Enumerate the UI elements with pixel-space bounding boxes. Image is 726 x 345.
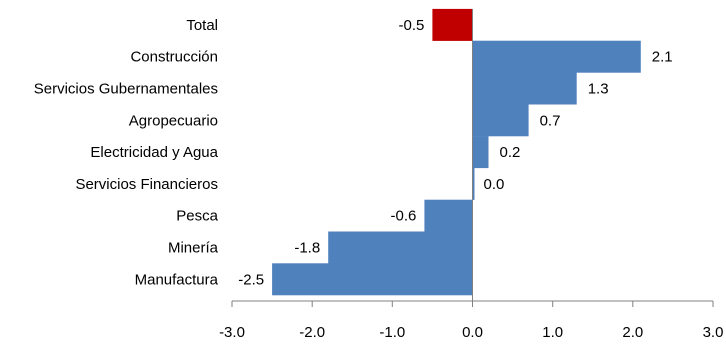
bar (472, 40, 641, 73)
category-label: Construcción (130, 49, 218, 66)
value-label: 0.7 (540, 112, 561, 129)
bar (472, 104, 529, 137)
value-label: -2.5 (238, 271, 264, 288)
bar (328, 231, 473, 264)
bar (472, 136, 489, 169)
bar (272, 263, 473, 296)
category-label: Servicios Financieros (75, 176, 218, 193)
bar (424, 199, 473, 232)
value-label: 0.2 (500, 144, 521, 161)
bar (472, 167, 475, 200)
category-label: Servicios Gubernamentales (34, 81, 218, 98)
category-label: Electricidad y Agua (90, 144, 218, 161)
category-label: Minería (168, 240, 219, 257)
value-label: 2.1 (652, 49, 673, 66)
value-label: 0.0 (484, 176, 505, 193)
category-label: Pesca (176, 208, 218, 225)
value-label: -0.6 (391, 208, 417, 225)
x-tick-label: -3.0 (219, 324, 245, 341)
x-tick-label: -1.0 (379, 324, 405, 341)
value-label: 1.3 (588, 81, 609, 98)
category-label: Total (186, 17, 218, 34)
category-label: Manufactura (135, 271, 219, 288)
bar (472, 72, 577, 105)
x-tick-label: 2.0 (622, 324, 643, 341)
value-label: -1.8 (294, 240, 320, 257)
category-label: Agropecuario (129, 112, 218, 129)
bar (432, 8, 473, 41)
x-tick-label: 0.0 (462, 324, 483, 341)
value-label: -0.5 (399, 17, 425, 34)
x-tick-label: 3.0 (703, 324, 724, 341)
x-tick-label: -2.0 (299, 324, 325, 341)
x-tick-label: 1.0 (542, 324, 563, 341)
